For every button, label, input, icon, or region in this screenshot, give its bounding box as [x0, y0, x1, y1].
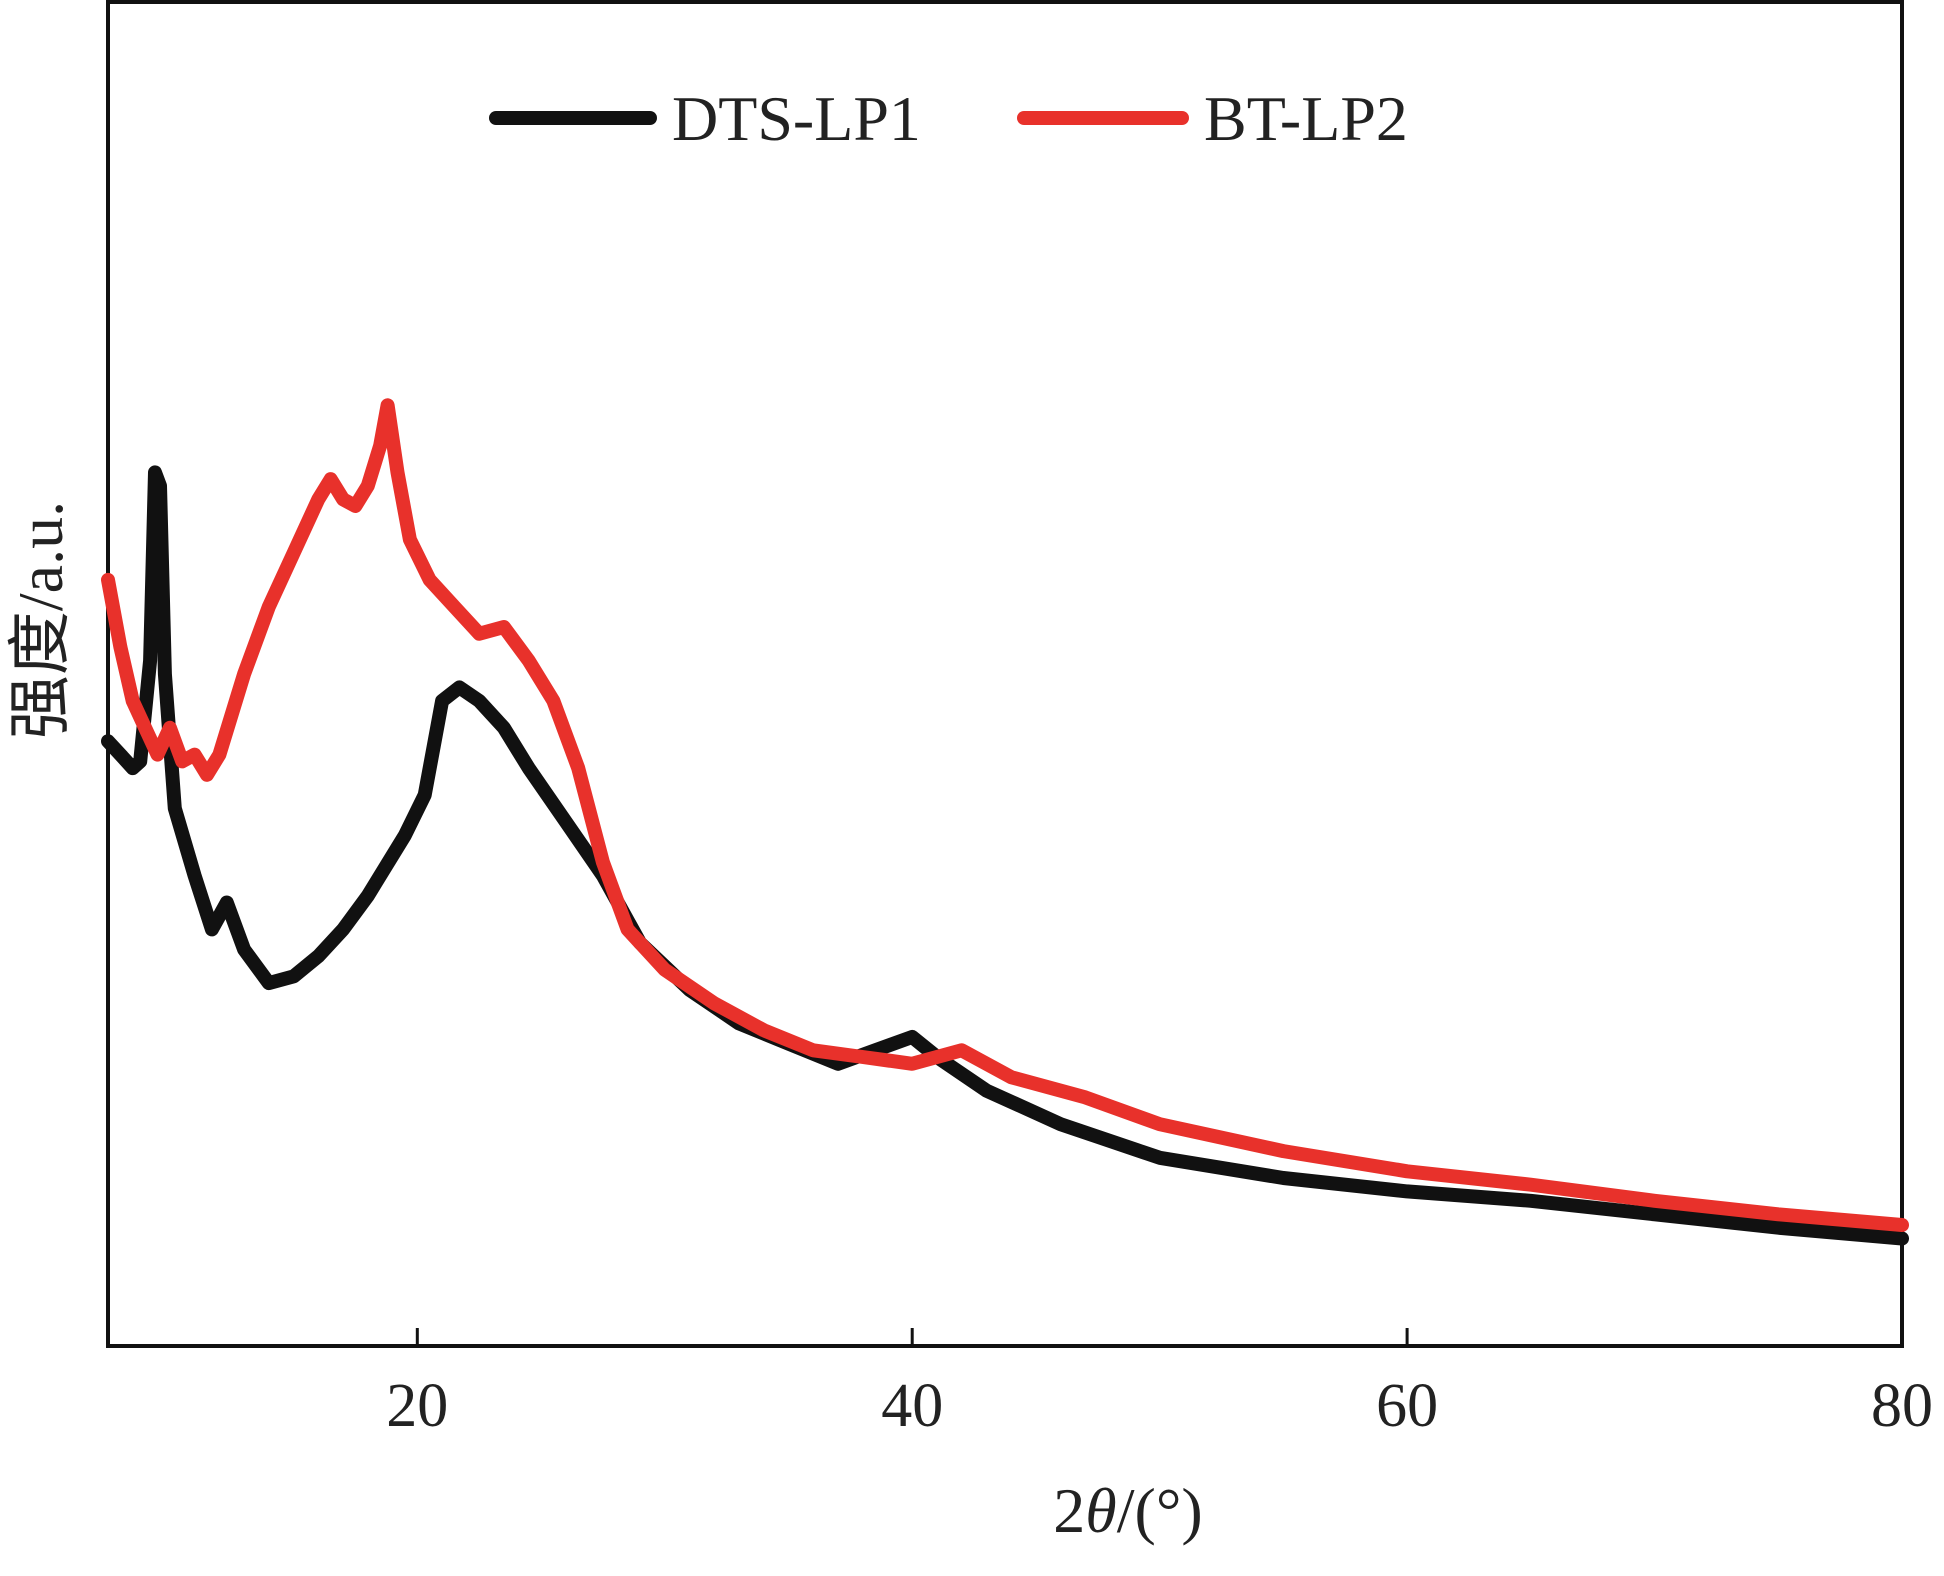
plot-area-frame	[106, 0, 1904, 1348]
y-axis-title: 强度/a.u.	[5, 501, 76, 739]
x-tick-label: 80	[1871, 1372, 1933, 1440]
legend-label-bt-lp2: BT-LP2	[1204, 83, 1408, 154]
legend: DTS-LP1 BT-LP2	[489, 83, 1408, 154]
x-axis-title: 2θ/(°)	[1053, 1475, 1202, 1546]
x-axis-ticks: 20 40 60 80	[386, 1328, 1933, 1440]
x-axis-title-prefix: 2	[1053, 1475, 1085, 1546]
x-tick-label: 40	[881, 1372, 943, 1440]
legend-label-dts-lp1: DTS-LP1	[672, 83, 921, 154]
x-tick-label: 60	[1376, 1372, 1438, 1440]
x-axis-title-theta: θ	[1085, 1475, 1116, 1546]
series-group	[101, 398, 1909, 1246]
series-line-bt-lp2	[101, 398, 1909, 1232]
series-line-dts-lp1	[101, 465, 1909, 1246]
x-tick-label: 20	[386, 1372, 448, 1440]
x-axis-title-suffix: /(°)	[1117, 1475, 1203, 1546]
